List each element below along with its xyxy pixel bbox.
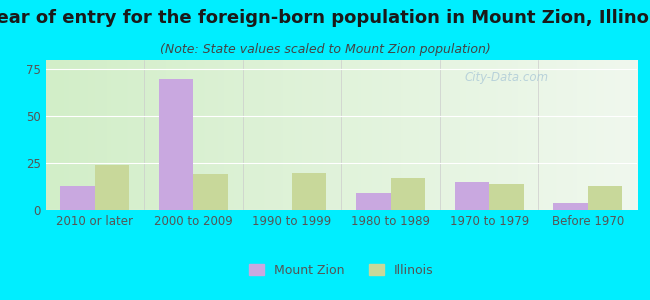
Bar [194,174,228,210]
Bar [553,202,588,210]
Legend: Mount Zion, Illinois: Mount Zion, Illinois [244,259,439,282]
Bar [454,182,489,210]
Text: (Note: State values scaled to Mount Zion population): (Note: State values scaled to Mount Zion… [160,44,490,56]
Bar [60,186,95,210]
Bar [489,184,524,210]
Bar [159,79,194,210]
Bar [356,193,391,210]
Bar [95,165,129,210]
Bar [391,178,425,210]
Bar [588,186,622,210]
Text: Year of entry for the foreign-born population in Mount Zion, Illinois: Year of entry for the foreign-born popul… [0,9,650,27]
Bar [292,172,326,210]
Text: City-Data.com: City-Data.com [465,71,549,85]
